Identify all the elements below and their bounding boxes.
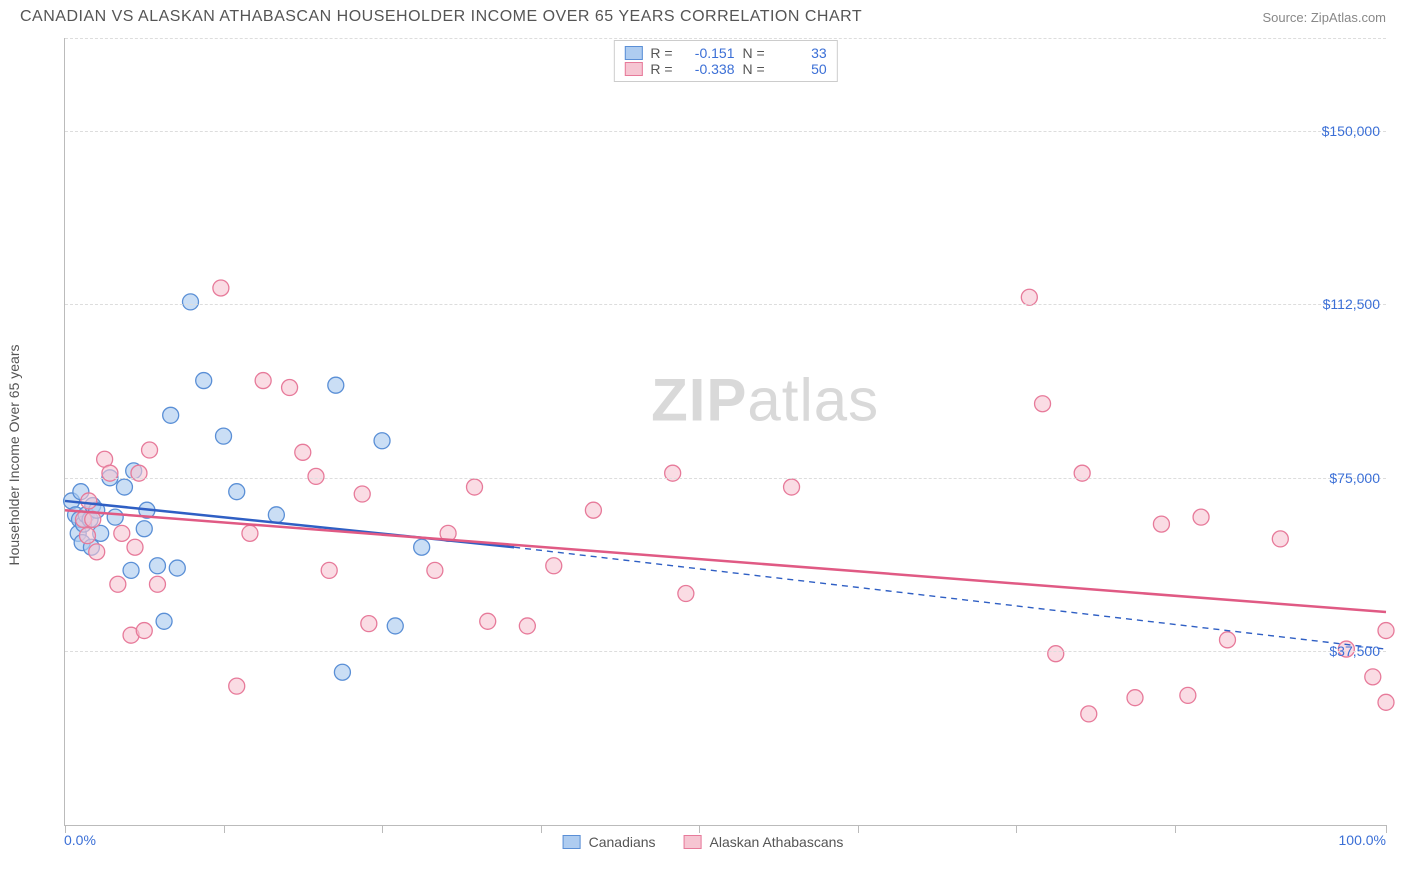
chart-container: Householder Income Over 65 years ZIPatla…	[20, 38, 1386, 872]
stat-row-2: R = -0.338 N = 50	[624, 61, 826, 77]
legend-swatch-alaskan	[684, 835, 702, 849]
n-value-1: 33	[773, 45, 827, 61]
n-value-2: 50	[773, 61, 827, 77]
stat-row-1: R = -0.151 N = 33	[624, 45, 826, 61]
x-min-label: 0.0%	[64, 832, 96, 848]
r-value-2: -0.338	[681, 61, 735, 77]
stat-legend: R = -0.151 N = 33 R = -0.338 N = 50	[613, 40, 837, 82]
legend-item-alaskan: Alaskan Athabascans	[684, 834, 844, 850]
x-max-label: 100.0%	[1339, 832, 1386, 848]
n-label-2: N =	[743, 61, 765, 77]
plot-area: ZIPatlas R = -0.151 N = 33 R = -0.338 N …	[64, 38, 1386, 826]
legend-label-canadians: Canadians	[589, 834, 656, 850]
r-label-2: R =	[650, 61, 672, 77]
y-axis-label: Householder Income Over 65 years	[6, 345, 22, 566]
r-value-1: -0.151	[681, 45, 735, 61]
swatch-alaskan	[624, 62, 642, 76]
legend-label-alaskan: Alaskan Athabascans	[710, 834, 844, 850]
scatter-svg	[65, 38, 1386, 825]
y-tick-label: $37,500	[1329, 643, 1380, 659]
series-legend: Canadians Alaskan Athabascans	[563, 834, 844, 850]
y-tick-label: $150,000	[1322, 123, 1380, 139]
y-tick-label: $75,000	[1329, 470, 1380, 486]
y-tick-label: $112,500	[1323, 296, 1380, 312]
chart-source: Source: ZipAtlas.com	[1262, 10, 1386, 25]
n-label: N =	[743, 45, 765, 61]
legend-item-canadians: Canadians	[563, 834, 656, 850]
r-label: R =	[650, 45, 672, 61]
chart-title: CANADIAN VS ALASKAN ATHABASCAN HOUSEHOLD…	[20, 8, 862, 26]
swatch-canadians	[624, 46, 642, 60]
legend-swatch-canadians	[563, 835, 581, 849]
